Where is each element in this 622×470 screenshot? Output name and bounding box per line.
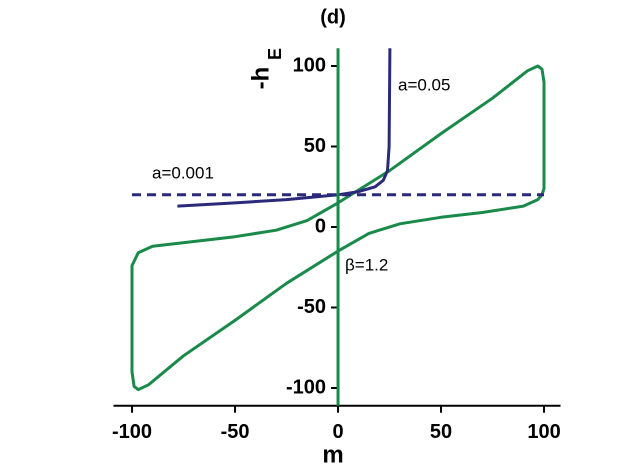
series-line	[177, 48, 392, 208]
y-axis-label-subscript: E	[265, 48, 285, 60]
y-tick-label: 100	[293, 54, 326, 76]
y-tick-label: -50	[297, 296, 326, 318]
series-line	[130, 64, 546, 392]
x-tick-label: 0	[332, 421, 343, 443]
x-tick-label: -100	[112, 421, 152, 443]
x-tick-label: 50	[430, 421, 452, 443]
chart-title: (d)	[320, 6, 346, 28]
x-axis-label: m	[322, 441, 343, 468]
y-tick-label: 50	[304, 135, 326, 157]
x-tick-label: -50	[221, 421, 250, 443]
series-label: a=0.05	[398, 75, 450, 94]
y-axis-label: -h	[247, 67, 274, 90]
y-axis-label-group: -h E	[247, 48, 284, 89]
series-label: β=1.2	[345, 255, 388, 274]
y-tick-label: -100	[286, 376, 326, 398]
y-tick-label: 0	[315, 215, 326, 237]
x-tick-label: 100	[527, 421, 560, 443]
series-label: a=0.001	[152, 163, 214, 182]
